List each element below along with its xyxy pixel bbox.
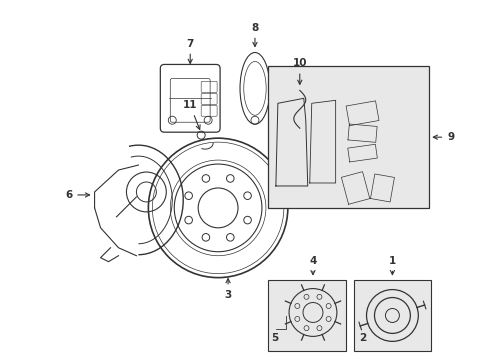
Text: 6: 6 [65, 190, 89, 200]
Text: 8: 8 [251, 23, 258, 46]
Bar [267, 280, 345, 351]
Text: 3: 3 [224, 279, 231, 300]
Bar [267, 67, 428, 208]
Text: 5: 5 [271, 333, 278, 343]
Circle shape [297, 88, 301, 92]
Text: 10: 10 [292, 58, 306, 84]
Text: 4: 4 [308, 256, 316, 275]
Bar [353, 280, 430, 351]
Text: 11: 11 [183, 100, 200, 130]
Text: 7: 7 [186, 39, 194, 63]
Text: 2: 2 [358, 333, 366, 343]
Text: 9: 9 [432, 132, 453, 142]
Text: 1: 1 [388, 256, 395, 275]
